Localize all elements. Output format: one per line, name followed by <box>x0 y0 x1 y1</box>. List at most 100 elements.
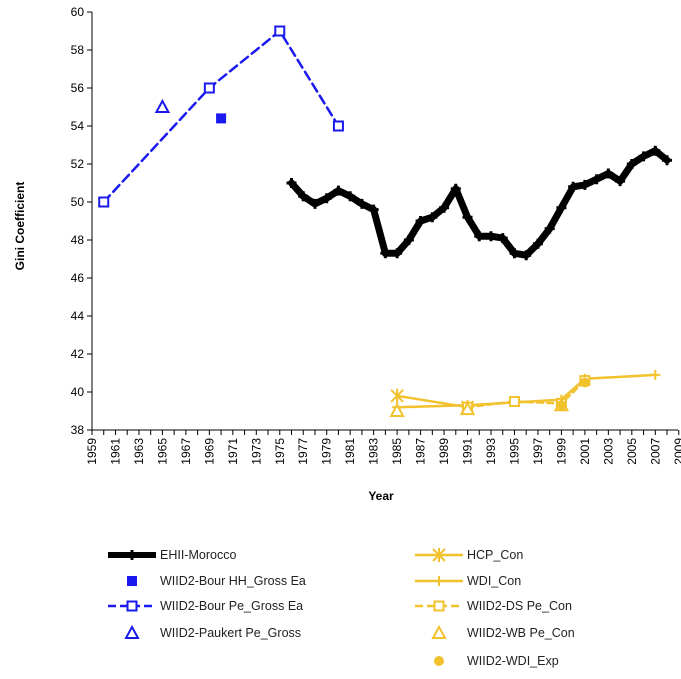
series-hcp-con <box>390 388 475 415</box>
x-tick-label: 1993 <box>484 438 498 465</box>
open-square-marker <box>203 82 215 94</box>
x-tick-label: 1981 <box>343 438 357 465</box>
plus-marker <box>579 179 590 190</box>
series-wiid2-bour-pe-gross-ea <box>98 25 344 208</box>
x-tick-label: 1961 <box>108 438 122 465</box>
x-tick-label: 1979 <box>320 438 334 465</box>
plus-marker <box>521 250 532 261</box>
x-tick-label: 1963 <box>132 438 146 465</box>
x-tick-label: 1977 <box>296 438 310 465</box>
legend-item: WIID2-Bour HH_Gross Ea <box>127 574 306 588</box>
series-line <box>102 29 340 204</box>
y-tick-label: 44 <box>71 309 85 323</box>
plus-marker <box>474 231 485 242</box>
x-tick-label: 1991 <box>461 438 475 465</box>
legend-item: HCP_Con <box>415 548 523 562</box>
legend-label: WIID2-WB Pe_Con <box>467 626 575 640</box>
square-marker <box>216 113 227 124</box>
y-tick-label: 56 <box>71 81 85 95</box>
axes: 38 40 42 44 46 48 50 52 54 56 58 60 1959 1961 1963 196… <box>71 5 681 465</box>
plus-marker <box>450 183 461 194</box>
plus-marker <box>462 212 473 223</box>
series-wiid2-wdi-exp <box>556 377 590 411</box>
plus-marker <box>286 178 297 188</box>
series-wiid2-paukert-pe-gross <box>154 98 171 113</box>
triangle-marker <box>431 624 447 639</box>
legend-item: WIID2-WB Pe_Con <box>431 624 575 640</box>
y-tick-label: 40 <box>71 385 85 399</box>
plus-marker <box>427 212 438 223</box>
plus-marker <box>415 216 426 226</box>
plus-marker <box>509 248 520 259</box>
series-ehii-morocco <box>286 145 673 261</box>
plus-marker <box>638 151 649 162</box>
legend: EHII-Morocco WIID2-Bour HH_Gross Ea WIID2-… <box>108 548 575 668</box>
x-tick-label: 1967 <box>179 438 193 465</box>
legend-label: WIID2-DS Pe_Con <box>467 599 572 613</box>
plus-marker <box>309 198 320 209</box>
plus-marker <box>556 202 567 213</box>
legend-item: WIID2-DS Pe_Con <box>415 599 572 613</box>
series-wdi-con <box>392 369 661 413</box>
open-square-marker <box>433 600 445 612</box>
legend-item: WIID2-Paukert Pe_Gross <box>124 624 301 640</box>
x-tick-label: 1989 <box>437 438 451 465</box>
y-tick-label: 54 <box>71 119 85 133</box>
x-tick-label: 2003 <box>601 438 615 465</box>
plus-marker <box>650 369 661 380</box>
plus-marker <box>403 235 414 245</box>
series-wiid2-bour-hh-gross-ea <box>216 113 227 124</box>
plus-marker <box>603 168 614 179</box>
x-tick-label: 1983 <box>367 438 381 465</box>
x-tick-label: 2005 <box>625 438 639 465</box>
legend-item: WDI_Con <box>415 574 521 588</box>
x-tick-label: 1975 <box>273 438 287 465</box>
x-ticks: 1959 1961 1963 1965 1967 1969 1971 1973 1975 1977… <box>85 430 681 465</box>
square-marker <box>127 576 137 586</box>
x-tick-label: 1987 <box>414 438 428 465</box>
x-tick-label: 2001 <box>578 438 592 465</box>
x-axis-title: Year <box>368 489 394 503</box>
x-tick-label: 1985 <box>390 438 404 465</box>
y-tick-label: 58 <box>71 43 85 57</box>
y-tick-label: 60 <box>71 5 85 19</box>
x-tick-label: 1973 <box>249 438 263 465</box>
plus-marker <box>615 176 626 187</box>
y-tick-label: 50 <box>71 195 85 209</box>
plus-marker <box>368 204 379 215</box>
legend-label: WIID2-Bour HH_Gross Ea <box>160 574 306 588</box>
y-tick-label: 46 <box>71 271 85 285</box>
circle-marker <box>579 377 590 388</box>
plus-marker <box>532 238 543 249</box>
x-tick-label: 1959 <box>85 438 99 465</box>
circle-marker <box>556 400 567 411</box>
star-marker <box>390 388 404 403</box>
plus-marker <box>345 191 356 202</box>
x-tick-label: 1995 <box>507 438 521 465</box>
x-tick-label: 2007 <box>648 438 662 465</box>
plus-marker <box>321 193 332 204</box>
plus-marker <box>486 231 496 242</box>
open-square-marker <box>98 196 110 208</box>
plus-marker <box>568 181 579 192</box>
x-tick-label: 1999 <box>554 438 568 465</box>
star-marker <box>432 548 446 562</box>
x-tick-label: 1969 <box>202 438 216 465</box>
y-tick-label: 48 <box>71 233 85 247</box>
y-axis-title: Gini Coefficient <box>13 182 27 271</box>
plus-marker <box>127 550 137 560</box>
plus-marker <box>434 576 444 586</box>
plus-marker <box>380 248 391 259</box>
x-tick-label: 1965 <box>155 438 169 465</box>
legend-item: WIID2-Bour Pe_Gross Ea <box>108 599 303 613</box>
y-tick-label: 42 <box>71 347 85 361</box>
legend-label: WIID2-Paukert Pe_Gross <box>160 626 301 640</box>
plus-marker <box>626 159 637 169</box>
triangle-marker <box>124 624 140 639</box>
plus-marker <box>591 174 602 185</box>
legend-item: WIID2-WDI_Exp <box>434 654 559 668</box>
x-tick-label: 1997 <box>531 438 545 465</box>
open-square-marker <box>332 120 344 132</box>
legend-label: WIID2-WDI_Exp <box>467 654 559 668</box>
